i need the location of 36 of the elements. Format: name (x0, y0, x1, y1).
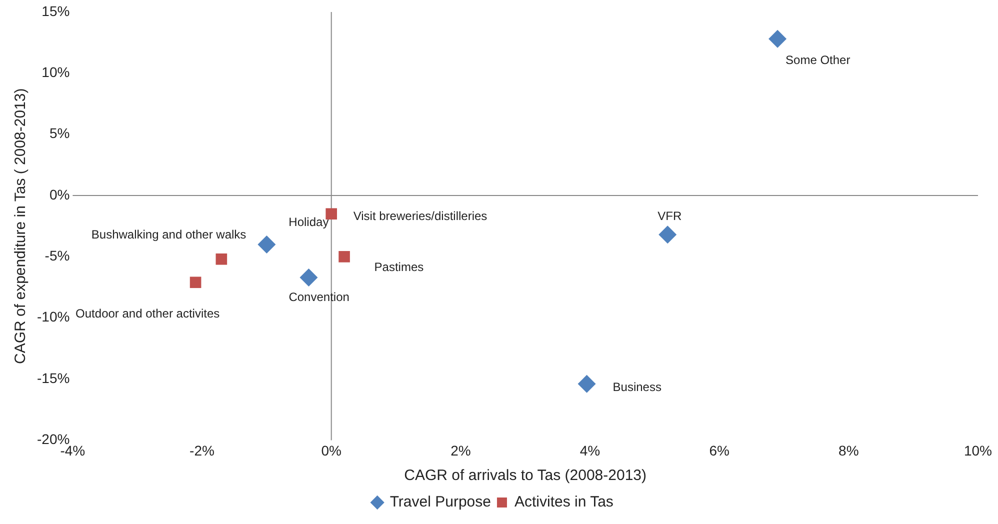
annotation: Bushwalking and other walks (91, 227, 246, 242)
annotation: Outdoor and other activites (76, 306, 220, 321)
y-tick-label: -5% (44, 248, 70, 264)
annotation: Holiday (288, 214, 329, 229)
x-tick-label: 4% (580, 442, 600, 458)
x-tick-label: 2% (450, 442, 471, 458)
y-tick-label: 10% (42, 64, 70, 80)
point (190, 276, 202, 288)
y-tick-label: 5% (49, 125, 70, 142)
y-tick-label: -10% (36, 308, 70, 325)
y-tick-label: -15% (36, 370, 70, 386)
y-axis-title: CAGR of expenditure in Tas ( 2008-2013) (12, 88, 30, 364)
x-tick-label: -2% (190, 442, 214, 458)
point (216, 253, 228, 265)
x-tick-label: 6% (709, 442, 730, 458)
y-tick-label: 0% (49, 186, 70, 202)
y-tick-label: -20% (36, 431, 70, 448)
legend-label: Activites in Tas (514, 494, 614, 511)
point (258, 235, 276, 254)
point (300, 268, 318, 286)
annotation: Convention (288, 290, 350, 304)
annotation: Some Other (786, 53, 850, 68)
x-tick-label: 10% (964, 442, 992, 458)
legend-label: Travel Purpose (390, 494, 491, 511)
point (338, 251, 350, 262)
annotation: VFR (658, 208, 682, 223)
x-axis-title: CAGR of arrivals to Tas (2008-2013) (404, 467, 647, 484)
y-tick-label: 15% (42, 2, 70, 19)
point (768, 30, 787, 48)
point (658, 226, 677, 244)
annotation: Pastimes (374, 260, 424, 274)
annotation: Visit breweries/distilleries (353, 209, 488, 224)
annotation: Business (612, 380, 662, 394)
point (578, 374, 596, 393)
x-tick-label: 0% (321, 442, 342, 458)
x-tick-label: 8% (838, 442, 859, 458)
